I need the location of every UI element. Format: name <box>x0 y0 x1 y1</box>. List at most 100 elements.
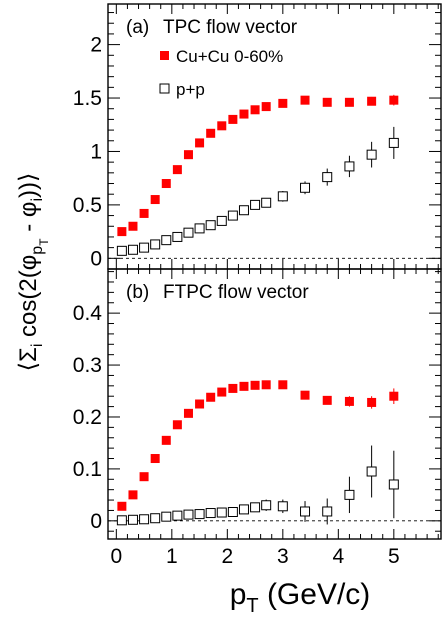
data-point-cucu <box>139 472 149 482</box>
data-point-pp <box>250 502 261 513</box>
data-point-pp <box>183 227 194 238</box>
data-point-pp <box>344 161 355 172</box>
data-point-cucu <box>117 227 127 237</box>
x-axis-title-part: T <box>246 595 258 617</box>
data-point-pp <box>194 509 205 520</box>
y-axis-title-part: T <box>37 238 51 246</box>
x-tick-label: 5 <box>388 545 400 568</box>
data-point-cucu <box>183 150 193 160</box>
data-point-cucu <box>300 390 310 400</box>
data-point-pp <box>183 509 194 520</box>
panel-label: (a) <box>126 17 149 38</box>
y-tick-label: 0.4 <box>73 302 103 325</box>
data-point-cucu <box>139 208 149 218</box>
data-point-pp <box>388 137 399 148</box>
data-point-cucu <box>239 381 249 391</box>
data-point-pp <box>127 244 138 255</box>
panel-a: 0 0.5 1 1.5 2 (a) TPC flow vector Cu+Cu 0-60% p+… <box>73 4 441 270</box>
data-point-cucu <box>217 121 227 131</box>
y-axis-title-part: i <box>29 344 46 348</box>
y-tick-label: 1.5 <box>73 87 102 110</box>
data-point-cucu <box>195 138 205 148</box>
data-point-pp <box>116 245 127 256</box>
data-point-pp <box>205 508 216 519</box>
data-point-cucu <box>161 435 171 445</box>
data-point-cucu <box>261 380 271 390</box>
data-point-pp <box>127 514 138 525</box>
panel-title: FTPC flow vector <box>163 282 309 303</box>
data-point-cucu <box>389 391 399 401</box>
legend-label: p+p <box>176 80 205 99</box>
x-tick-label: 3 <box>277 545 289 568</box>
y-tick-label: 0.3 <box>73 354 102 377</box>
data-point-cucu <box>250 380 260 390</box>
data-point-cucu <box>389 95 399 105</box>
data-point-pp <box>250 199 261 210</box>
x-tick-label: 1 <box>166 545 178 568</box>
x-tick-label: 0 <box>110 545 122 568</box>
panel-b: 0 0.1 0.2 0.3 0.4 0 1 2 3 4 5 (b) FTPC flow vector <box>73 269 441 568</box>
data-point-pp <box>277 191 288 202</box>
data-point-pp <box>227 507 238 517</box>
data-point-cucu <box>172 420 182 430</box>
data-point-cucu <box>322 97 332 107</box>
data-point-cucu <box>128 221 138 231</box>
data-point-pp <box>366 149 377 160</box>
data-point-cucu <box>150 454 160 464</box>
legend-marker-cucu <box>160 51 169 60</box>
data-point-cucu <box>128 490 138 500</box>
y-tick-label: 0.5 <box>73 194 102 217</box>
data-point-cucu <box>228 114 238 124</box>
data-point-cucu <box>322 395 332 405</box>
x-axis-title-part: p <box>230 578 247 611</box>
panel-a-frame <box>107 3 442 270</box>
y-axis-title-part: ⟨Σ <box>15 347 42 371</box>
y-tick-label: 0 <box>90 247 102 270</box>
y-axis-title-part: cos(2(φ <box>15 255 42 344</box>
data-point-pp <box>277 501 288 512</box>
data-point-cucu <box>195 399 205 409</box>
x-axis-title: pT (GeV/c) <box>230 578 371 617</box>
y-axis-title-part: i <box>29 198 46 202</box>
data-point-pp <box>366 466 377 477</box>
data-point-pp <box>172 510 183 521</box>
data-point-pp <box>139 242 150 253</box>
x-axis-title-part: (GeV/c) <box>259 578 371 611</box>
data-point-pp <box>205 220 216 231</box>
data-point-pp <box>388 479 399 490</box>
data-point-pp <box>216 507 227 518</box>
y-tick-label: 0 <box>90 510 102 533</box>
data-point-cucu <box>278 380 288 390</box>
data-point-pp <box>227 210 238 221</box>
data-point-pp <box>194 223 205 234</box>
data-point-cucu <box>344 396 354 406</box>
data-point-cucu <box>367 96 377 106</box>
data-point-cucu <box>300 95 310 105</box>
data-point-cucu <box>344 97 354 107</box>
data-point-pp <box>300 182 311 193</box>
data-point-cucu <box>183 408 193 418</box>
data-point-pp <box>261 500 272 511</box>
data-point-pp <box>322 172 333 183</box>
y-tick-label: 2 <box>90 34 102 57</box>
y-axis-title: ⟨Σi cos(2(φpT - φi))⟩ <box>15 173 51 372</box>
y-axis-title-part: - φ <box>15 202 42 239</box>
data-point-cucu <box>217 387 227 397</box>
data-point-pp <box>300 506 311 517</box>
data-point-pp <box>261 197 272 208</box>
y-tick-label: 0.1 <box>73 458 102 481</box>
data-point-pp <box>161 235 172 246</box>
data-point-pp <box>116 515 127 526</box>
data-point-cucu <box>278 98 288 108</box>
panel-title: TPC flow vector <box>163 17 298 38</box>
data-point-pp <box>150 239 161 250</box>
y-tick-label: 1 <box>90 140 102 163</box>
data-point-pp <box>161 511 172 522</box>
data-point-cucu <box>206 392 216 402</box>
data-point-cucu <box>172 165 182 175</box>
x-tick-label: 4 <box>332 545 344 568</box>
data-point-pp <box>344 489 355 500</box>
data-point-cucu <box>250 105 260 115</box>
data-point-cucu <box>161 179 171 189</box>
